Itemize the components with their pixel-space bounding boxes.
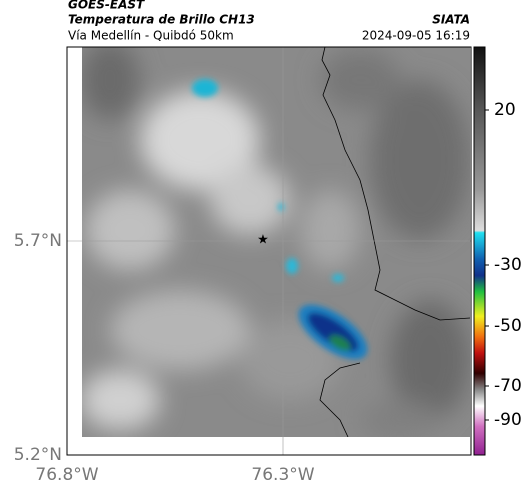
colorbar (473, 46, 486, 456)
region: Vía Medellín - Quibdó 50km (68, 29, 234, 43)
colorbar-label: -90 (494, 410, 522, 430)
colorbar-label: -50 (494, 316, 522, 336)
map-border (66, 46, 472, 456)
agency: SIATA (432, 13, 470, 27)
colorbar-label: -30 (494, 255, 522, 275)
colorbar-ticks: 20 -30 -50 -70 -90 (485, 100, 522, 430)
lon-label: 76.3°W (251, 465, 314, 485)
location-marker: ★ (257, 233, 269, 248)
source: GOES-EAST (68, 0, 145, 12)
colorbar-label: 20 (494, 100, 516, 120)
imagery (82, 47, 470, 437)
colorbar-label: -70 (494, 376, 522, 396)
product: Temperatura de Brillo CH13 (68, 13, 255, 27)
lon-label: 76.8°W (35, 465, 98, 485)
border (319, 47, 470, 437)
lat-label: 5.7°N (14, 231, 62, 251)
datetime: 2024-09-05 16:19 (362, 29, 470, 43)
lat-label: 5.2°N (14, 445, 62, 465)
